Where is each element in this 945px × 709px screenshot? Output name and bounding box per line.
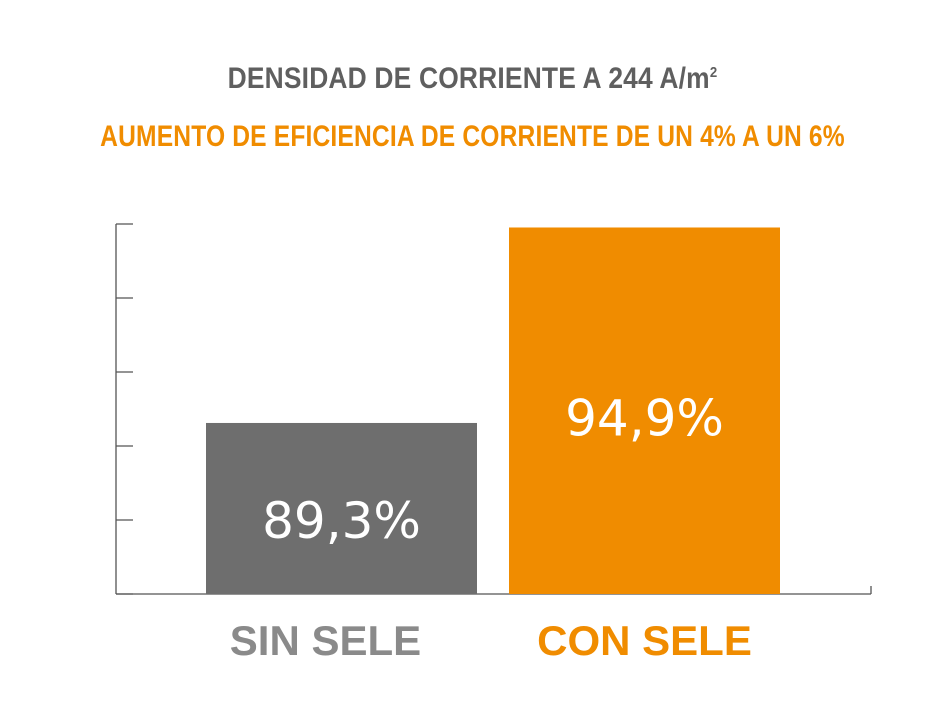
chart-bars xyxy=(206,227,780,594)
data-label: 89,3% xyxy=(262,492,421,550)
bar-con-sele xyxy=(509,227,780,594)
chart-labels: 89,3% SIN SELE 94,9% CON SELE xyxy=(230,389,752,664)
bar-sin-sele xyxy=(206,422,477,594)
chart-title-text: DENSIDAD DE CORRIENTE A 244 A/m xyxy=(227,62,710,95)
category-label: CON SELE xyxy=(537,617,752,664)
category-label: SIN SELE xyxy=(230,617,421,664)
chart-subtitle: AUMENTO DE EFICIENCIA DE CORRIENTE DE UN… xyxy=(100,120,845,153)
data-label: 94,9% xyxy=(565,389,724,447)
chart-title-superscript: 2 xyxy=(709,64,718,81)
chart-title: DENSIDAD DE CORRIENTE A 244 A/m2 xyxy=(57,62,889,96)
